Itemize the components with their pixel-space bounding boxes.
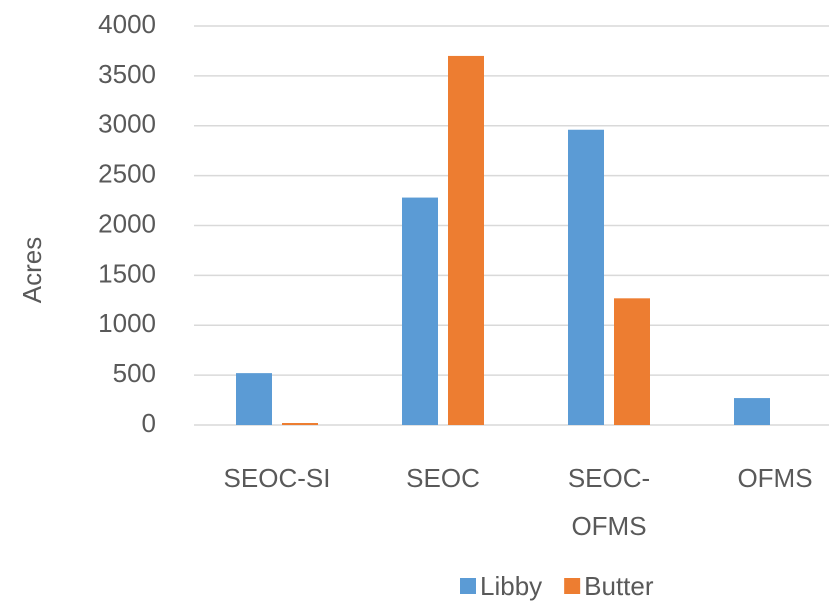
y-tick-label: 2000 [98, 208, 156, 238]
legend-swatch [564, 578, 581, 594]
y-tick-label: 0 [142, 408, 156, 438]
legend-label: Libby [480, 571, 542, 601]
y-tick-label: 3500 [98, 59, 156, 89]
legend-label: Butter [584, 571, 654, 601]
y-tick-label: 500 [113, 358, 156, 388]
x-tick-label: OFMS [737, 463, 812, 493]
bar [568, 129, 604, 426]
y-tick-label: 3000 [98, 109, 156, 139]
legend-swatch [460, 578, 476, 594]
bar [614, 298, 650, 425]
y-tick-label: 1000 [98, 308, 156, 338]
bar [236, 373, 272, 425]
y-tick-label: 4000 [98, 9, 156, 39]
bar [402, 197, 438, 425]
y-tick-label: 2500 [98, 159, 156, 189]
bar [282, 423, 318, 425]
bar [448, 55, 484, 426]
x-tick-label: SEOC-SI [224, 463, 331, 493]
x-tick-label: SEOC-OFMS [568, 463, 650, 541]
y-axis-label: Acres [17, 237, 47, 303]
y-tick-label: 1500 [98, 258, 156, 288]
x-tick-label: SEOC [406, 463, 480, 493]
bar [734, 398, 770, 425]
